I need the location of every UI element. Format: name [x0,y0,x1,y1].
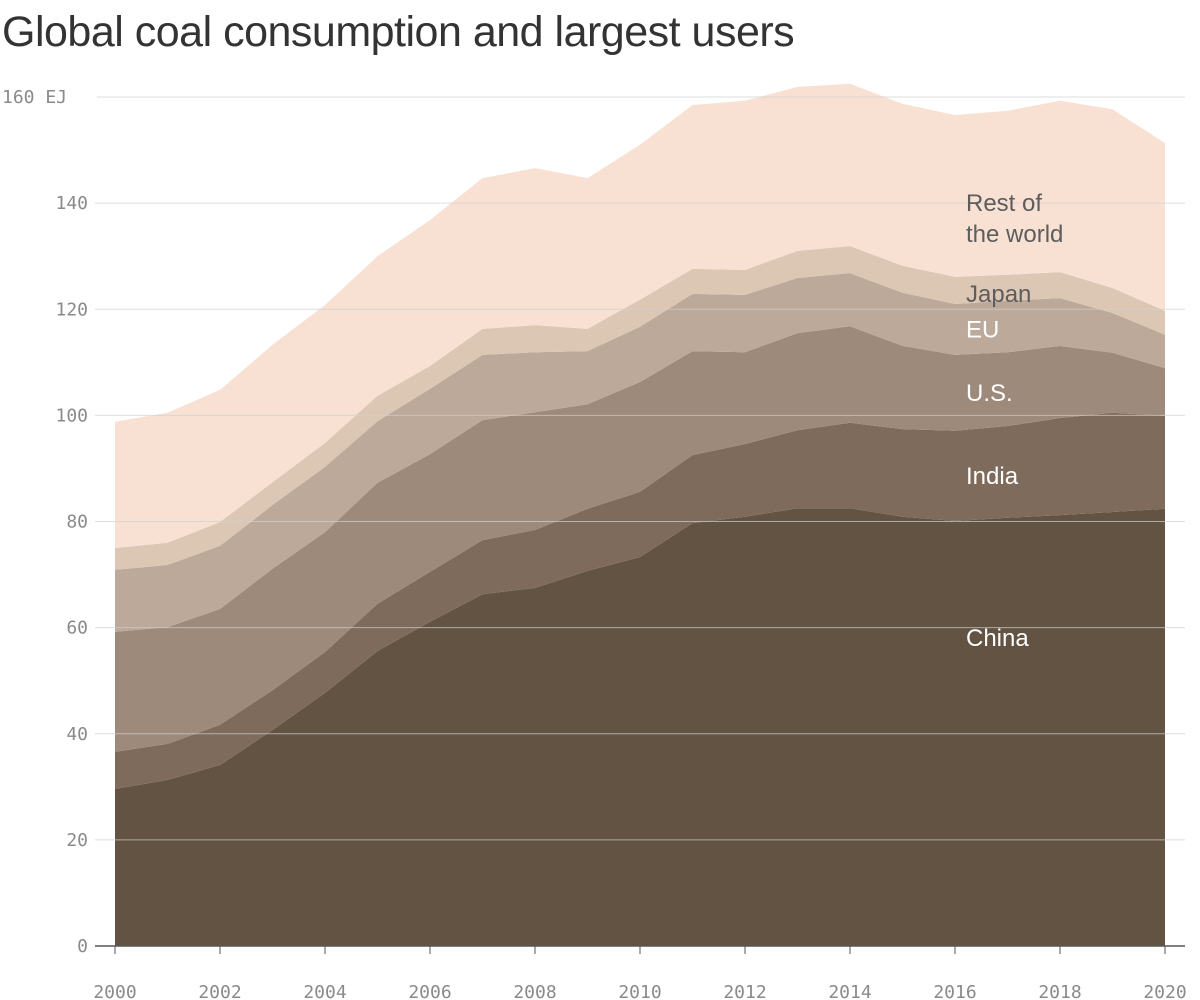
area-china [115,508,1165,946]
y-tick-label: 140 [55,193,88,214]
x-tick-label: 2010 [618,982,661,1000]
x-tick-label: 2016 [933,982,976,1000]
areas [115,83,1165,946]
y-tick-label: 40 [66,724,88,745]
area-rest-of-the-world [115,83,1165,549]
series-label-eu: EU [966,316,999,343]
y-tick-label: 160 EJ [2,87,67,108]
x-tick-label: 2014 [828,982,871,1000]
series-label-china: China [966,625,1029,652]
series-label-india: India [966,463,1019,490]
chart-title: Global coal consumption and largest user… [2,8,795,56]
x-tick-label: 2004 [303,982,346,1000]
y-tick-label: 80 [66,512,88,533]
series-labels: China India U.S. EU Japan Rest of the world [966,190,1063,652]
y-tick-label: 120 [55,299,88,320]
series-label-u-s-: U.S. [966,380,1013,407]
area-japan [115,246,1165,570]
x-tick-label: 2000 [93,982,136,1000]
x-tick-label: 2006 [408,982,451,1000]
area-india [115,412,1165,789]
x-tick-label: 2002 [198,982,241,1000]
y-tick-label: 100 [55,405,88,426]
y-tick-label: 60 [66,618,88,639]
series-label-rest-of-the-world: Rest of the world [966,190,1063,248]
y-tick-label: 20 [66,830,88,851]
x-tick-label: 2008 [513,982,556,1000]
axes: 0 20 40 60 80 100 120 140 160 EJ 2000 2002 2004 2006… [2,87,1187,1000]
gridlines [95,96,1185,947]
area-u-s- [115,326,1165,752]
x-tick-label: 2012 [723,982,766,1000]
x-tick-label: 2018 [1038,982,1081,1000]
y-tick-label: 0 [77,936,88,957]
x-tick-label: 2020 [1143,982,1186,1000]
series-label-japan: Japan [966,281,1031,308]
